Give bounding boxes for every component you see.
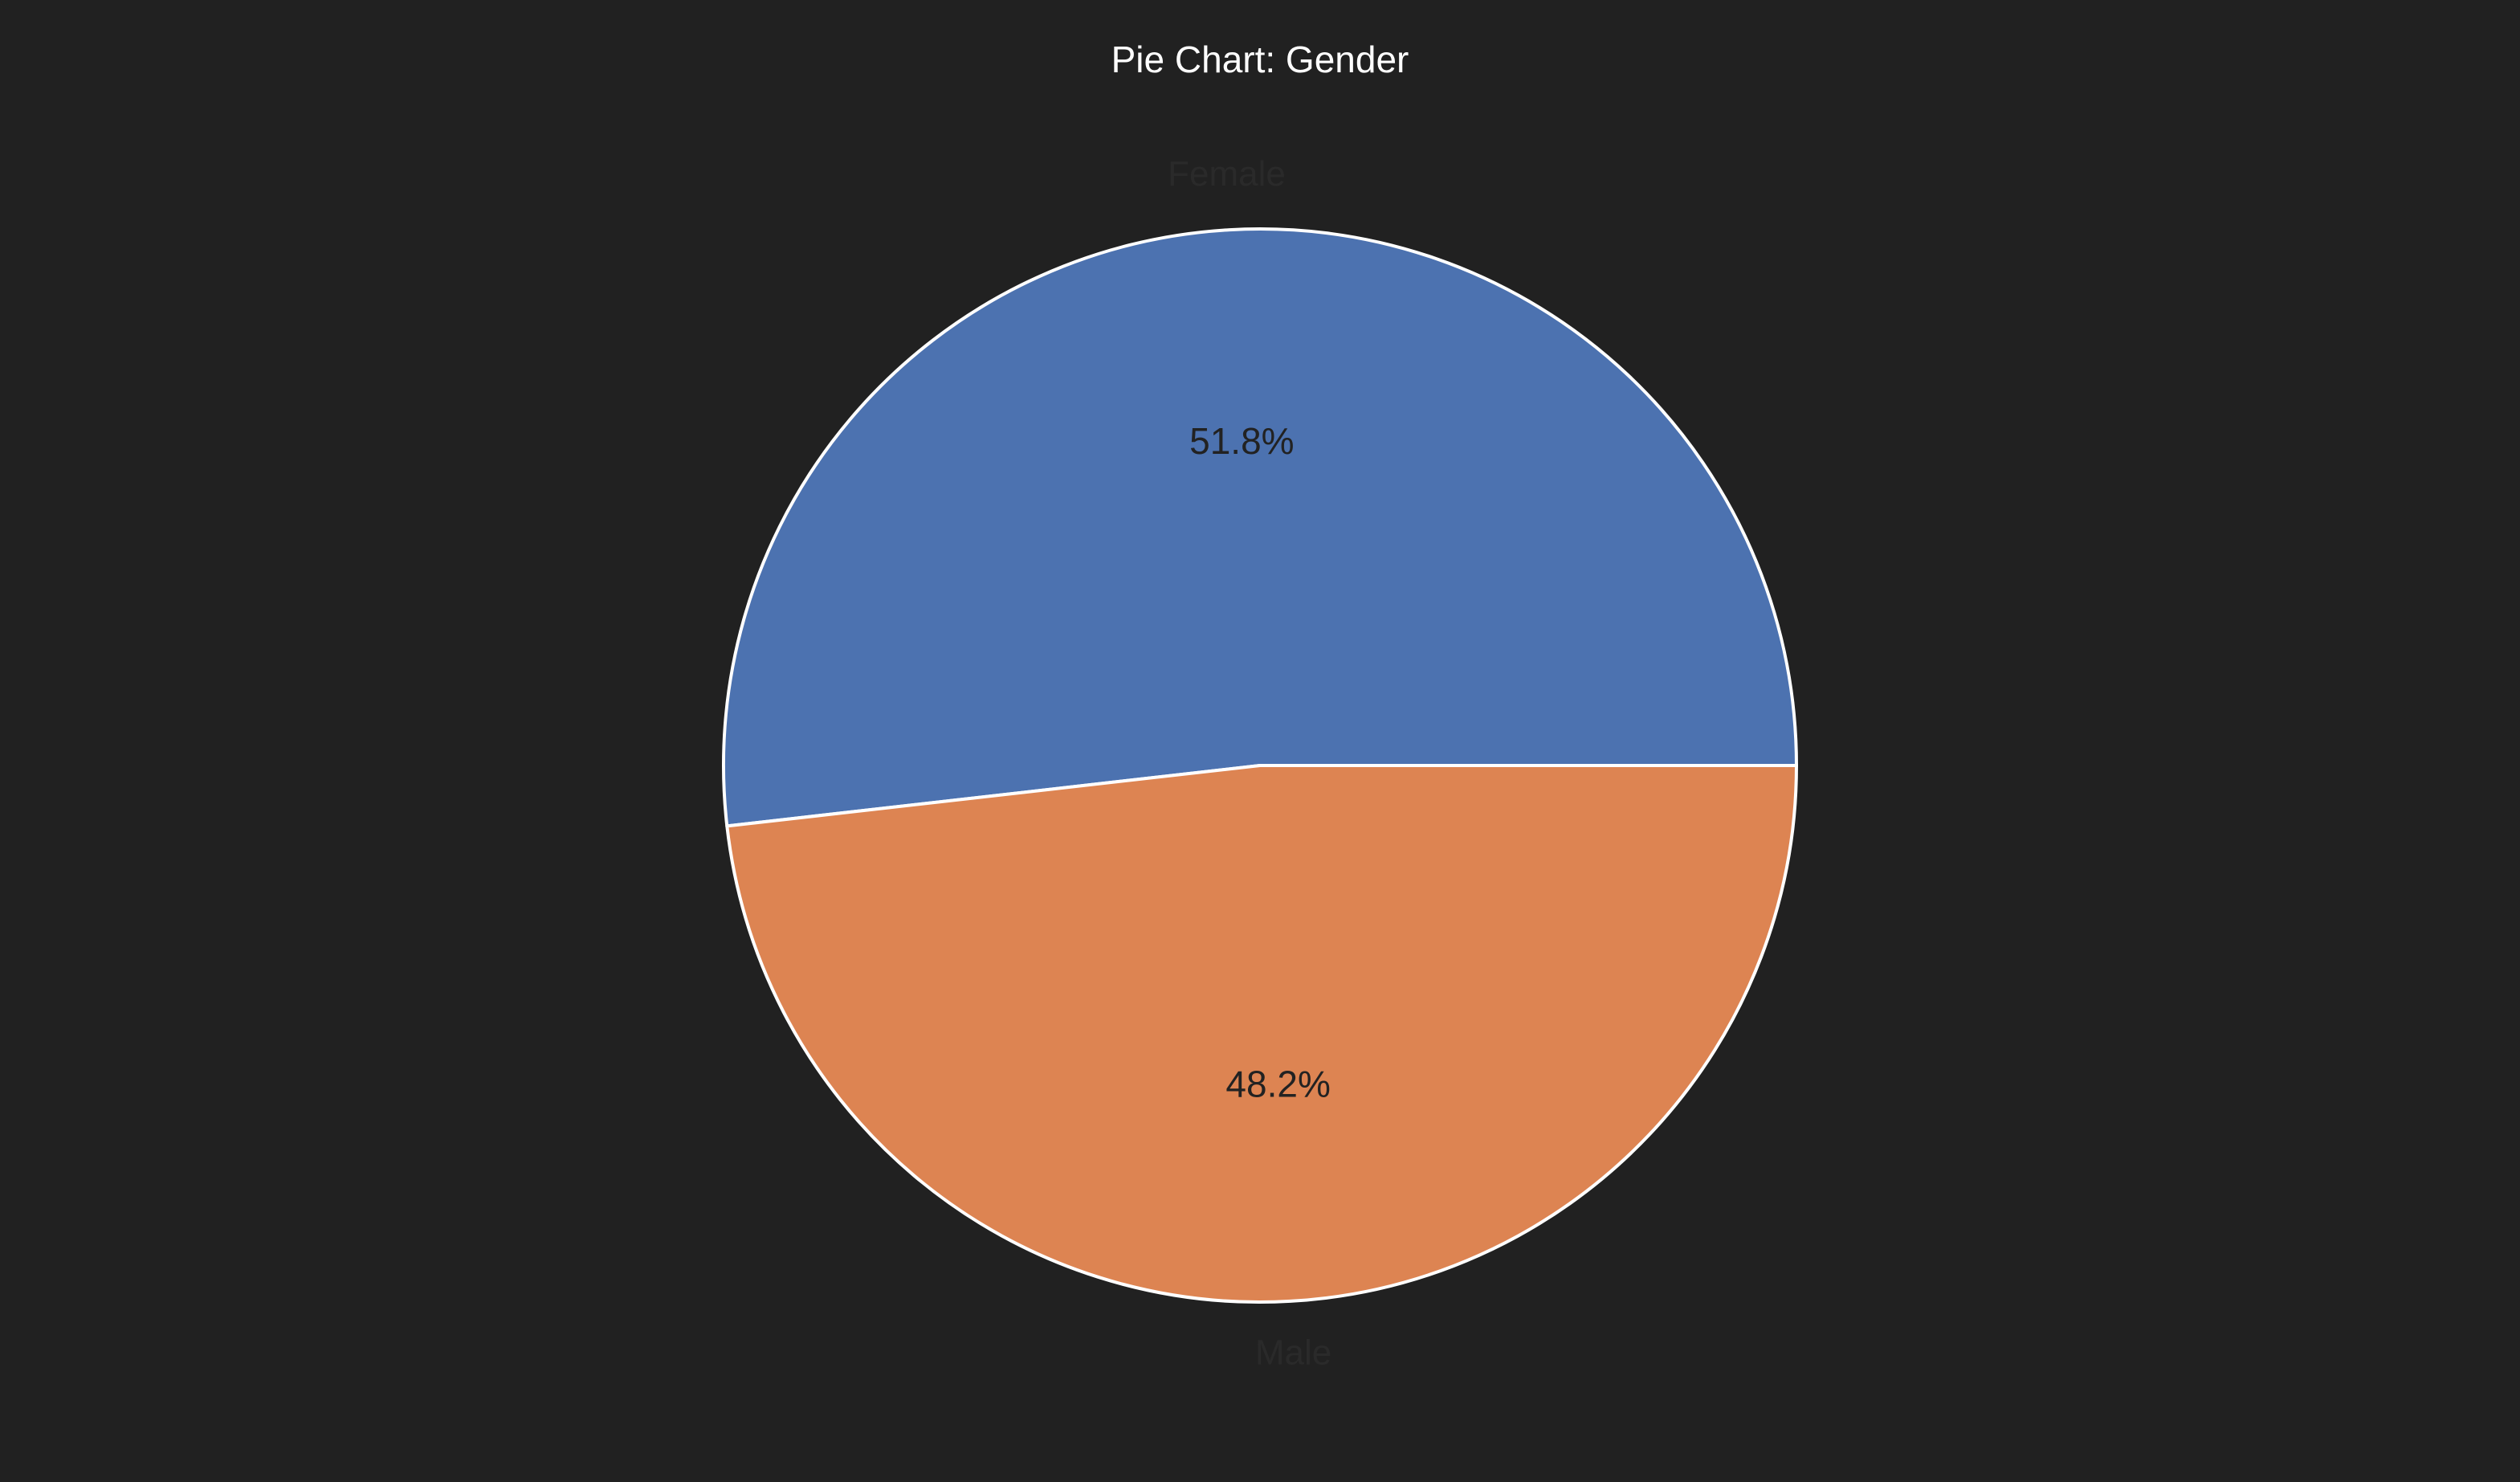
pie-slice-female [722,227,1798,828]
chart-title: Pie Chart: Gender [1111,39,1409,80]
pie-labels: 51.8% Female 48.2% Male [1168,154,1331,1372]
pie-slices [722,227,1798,1304]
pie-category-label: Female [1168,154,1286,194]
pie-slice-male [725,764,1798,1304]
pie-percent-label: 48.2% [1225,1063,1330,1104]
pie-percent-label: 51.8% [1189,420,1294,462]
pie-category-label: Male [1255,1333,1331,1372]
